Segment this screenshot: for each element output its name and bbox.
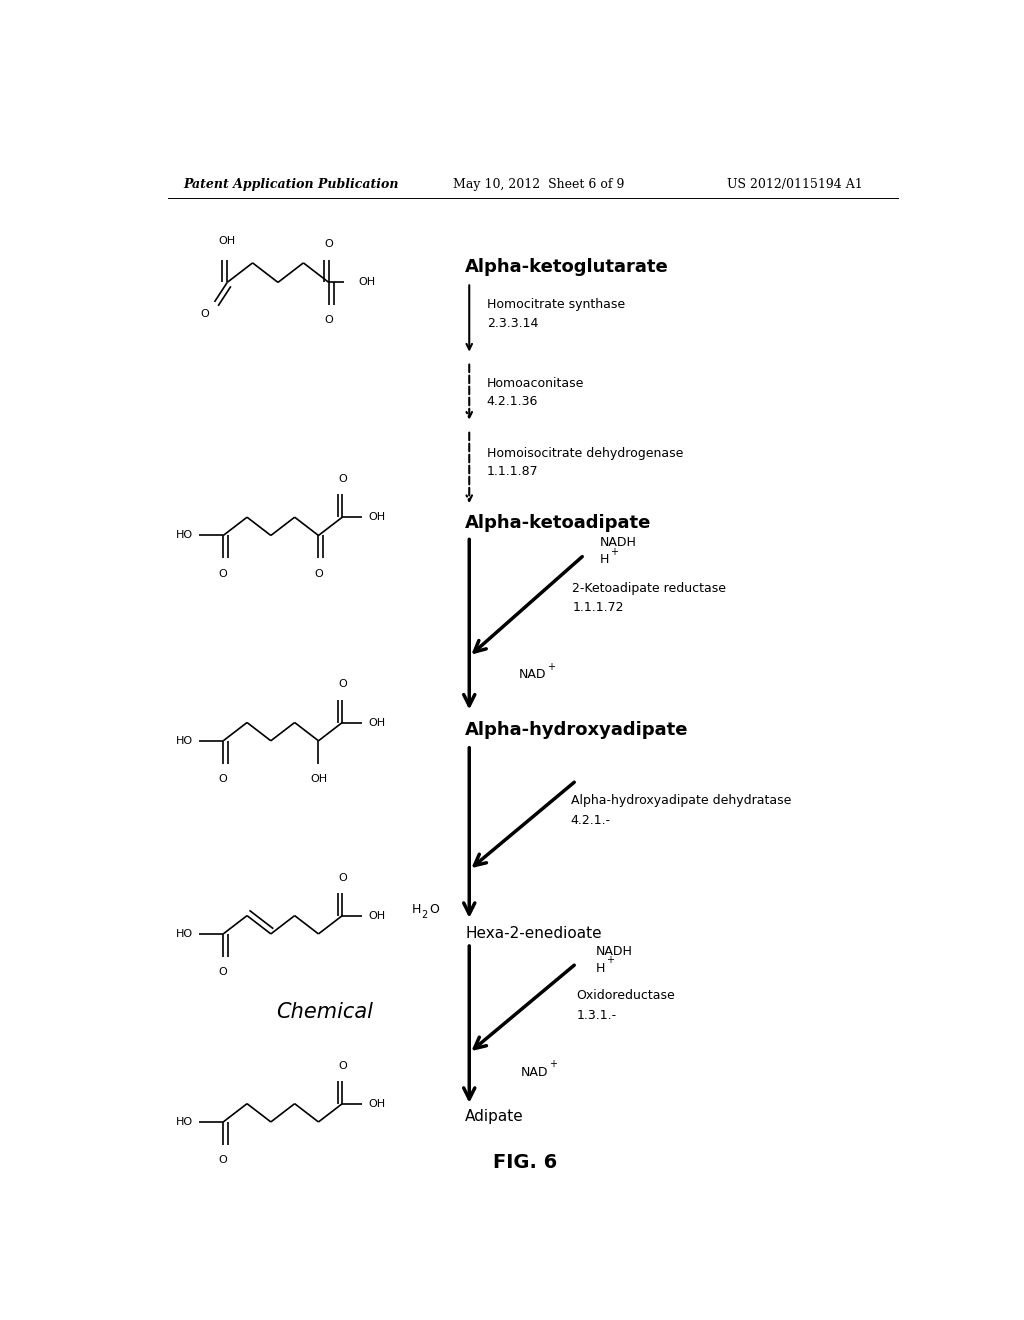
Text: O: O xyxy=(338,474,347,484)
Text: Patent Application Publication: Patent Application Publication xyxy=(183,178,399,191)
Text: +: + xyxy=(606,956,613,965)
Text: 2.3.3.14: 2.3.3.14 xyxy=(486,317,538,330)
Text: HO: HO xyxy=(176,1117,194,1127)
Text: O: O xyxy=(219,774,227,784)
Text: NAD: NAD xyxy=(518,668,546,681)
Text: OH: OH xyxy=(369,911,386,920)
Text: OH: OH xyxy=(369,512,386,523)
Text: +: + xyxy=(547,661,555,672)
Text: Oxidoreductase: Oxidoreductase xyxy=(577,990,675,1002)
Text: 1.1.1.72: 1.1.1.72 xyxy=(572,601,624,614)
Text: OH: OH xyxy=(369,718,386,727)
Text: FIG. 6: FIG. 6 xyxy=(493,1154,557,1172)
Text: 1.1.1.87: 1.1.1.87 xyxy=(486,465,539,478)
Text: H: H xyxy=(600,553,609,566)
Text: OH: OH xyxy=(219,236,236,247)
Text: Adipate: Adipate xyxy=(465,1109,524,1125)
Text: Homoisocitrate dehydrogenase: Homoisocitrate dehydrogenase xyxy=(486,446,683,459)
Text: 2-Ketoadipate reductase: 2-Ketoadipate reductase xyxy=(572,582,726,595)
Text: Homocitrate synthase: Homocitrate synthase xyxy=(486,298,625,312)
Text: NAD: NAD xyxy=(521,1065,548,1078)
Text: HO: HO xyxy=(176,735,194,746)
Text: O: O xyxy=(219,1155,227,1166)
Text: O: O xyxy=(325,239,333,249)
Text: O: O xyxy=(314,569,323,578)
Text: US 2012/0115194 A1: US 2012/0115194 A1 xyxy=(727,178,863,191)
Text: Alpha-ketoglutarate: Alpha-ketoglutarate xyxy=(465,259,669,276)
Text: HO: HO xyxy=(176,531,194,540)
Text: NADH: NADH xyxy=(600,536,637,549)
Text: +: + xyxy=(609,546,617,557)
Text: HO: HO xyxy=(176,929,194,939)
Text: Homoaconitase: Homoaconitase xyxy=(486,376,584,389)
Text: O: O xyxy=(325,315,333,326)
Text: H: H xyxy=(412,903,422,916)
Text: O: O xyxy=(219,569,227,578)
Text: Chemical: Chemical xyxy=(276,1002,374,1022)
Text: 4.2.1.36: 4.2.1.36 xyxy=(486,395,538,408)
Text: O: O xyxy=(338,680,347,689)
Text: OH: OH xyxy=(358,277,376,288)
Text: O: O xyxy=(338,1060,347,1071)
Text: OH: OH xyxy=(310,774,327,784)
Text: 2: 2 xyxy=(422,909,428,920)
Text: O: O xyxy=(338,873,347,883)
Text: Alpha-hydroxyadipate dehydratase: Alpha-hydroxyadipate dehydratase xyxy=(570,795,792,808)
Text: OH: OH xyxy=(369,1098,386,1109)
Text: +: + xyxy=(550,1059,557,1069)
Text: May 10, 2012  Sheet 6 of 9: May 10, 2012 Sheet 6 of 9 xyxy=(454,178,625,191)
Text: 1.3.1.-: 1.3.1.- xyxy=(577,1008,616,1022)
Text: Alpha-hydroxyadipate: Alpha-hydroxyadipate xyxy=(465,721,689,739)
Text: H: H xyxy=(596,962,605,975)
Text: O: O xyxy=(430,903,439,916)
Text: O: O xyxy=(219,968,227,977)
Text: Hexa-2-enedioate: Hexa-2-enedioate xyxy=(465,927,602,941)
Text: NADH: NADH xyxy=(596,945,633,958)
Text: 4.2.1.-: 4.2.1.- xyxy=(570,813,611,826)
Text: O: O xyxy=(201,309,209,319)
Text: Alpha-ketoadipate: Alpha-ketoadipate xyxy=(465,515,651,532)
